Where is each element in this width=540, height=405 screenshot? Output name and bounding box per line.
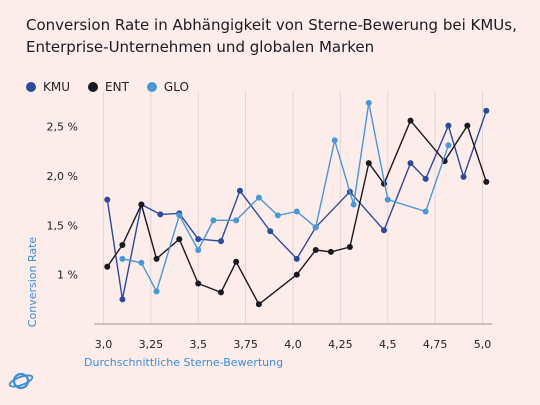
data-point-kmu xyxy=(217,238,224,245)
data-point-kmu xyxy=(157,211,164,218)
brand-logo-icon xyxy=(8,368,34,398)
data-point-ent xyxy=(312,246,319,253)
x-tick-label: 3,0 xyxy=(95,338,113,351)
data-point-ent xyxy=(217,289,224,296)
legend-item-ent: ENT xyxy=(88,80,129,94)
data-point-glo xyxy=(176,212,183,219)
data-point-glo xyxy=(422,208,429,215)
data-point-glo xyxy=(293,208,300,215)
data-point-ent xyxy=(327,248,334,255)
legend-item-glo: GLO xyxy=(146,80,189,94)
x-tick-label: 3,75 xyxy=(233,338,258,351)
data-point-kmu xyxy=(407,160,414,167)
data-point-ent xyxy=(176,236,183,243)
data-point-glo xyxy=(255,194,262,201)
x-tick-label: 4,25 xyxy=(328,338,353,351)
data-point-kmu xyxy=(104,196,111,203)
x-tick-label: 4,0 xyxy=(284,338,302,351)
data-point-ent xyxy=(104,263,111,270)
legend-marker-glo xyxy=(146,82,157,92)
data-point-glo xyxy=(365,99,372,106)
legend-item-kmu: KMU xyxy=(26,80,70,94)
data-point-ent xyxy=(195,280,202,287)
legend-label-ent: ENT xyxy=(105,80,129,94)
data-point-glo xyxy=(195,246,202,253)
data-point-kmu xyxy=(460,173,467,180)
chart-title: Conversion Rate in Abhängigkeit von Ster… xyxy=(26,16,517,56)
data-point-ent xyxy=(119,242,126,249)
data-point-glo xyxy=(210,217,217,224)
data-point-kmu xyxy=(445,122,452,129)
data-point-kmu xyxy=(380,227,387,234)
legend-label-glo: GLO xyxy=(163,80,189,94)
data-point-glo xyxy=(445,142,452,149)
y-tick-label: 2,0 % xyxy=(47,170,78,183)
legend: KMU ENT GLO xyxy=(26,80,207,94)
data-point-ent xyxy=(255,301,262,308)
data-point-ent xyxy=(293,271,300,278)
data-point-glo xyxy=(119,255,126,262)
x-tick-label: 4,75 xyxy=(423,338,448,351)
y-tick-label: 1 % xyxy=(57,269,78,282)
legend-label-kmu: KMU xyxy=(43,80,71,94)
x-tick-label: 3,25 xyxy=(139,338,164,351)
y-axis-title: Conversion Rate xyxy=(26,237,39,328)
x-tick-label: 4,5 xyxy=(379,338,397,351)
x-tick-label: 3,5 xyxy=(189,338,207,351)
data-point-kmu xyxy=(195,236,202,243)
data-point-kmu xyxy=(236,187,243,194)
legend-marker-kmu xyxy=(26,82,36,92)
data-point-kmu xyxy=(119,296,126,303)
data-point-ent xyxy=(365,160,372,167)
x-axis-title: Durchschnittliche Sterne-Bewertung xyxy=(84,356,283,369)
data-point-kmu xyxy=(267,228,274,235)
data-point-glo xyxy=(274,212,281,219)
data-point-glo xyxy=(233,217,240,224)
y-tick-label: 1,5 % xyxy=(47,219,78,232)
series-line-glo xyxy=(122,102,450,293)
data-point-kmu xyxy=(293,255,300,262)
data-point-kmu xyxy=(422,175,429,182)
data-point-ent xyxy=(464,122,471,129)
legend-marker-ent xyxy=(88,82,99,92)
data-point-ent xyxy=(153,255,160,262)
y-tick-label: 2,5 % xyxy=(47,121,78,134)
series-line-kmu xyxy=(106,110,487,300)
data-point-ent xyxy=(138,201,145,208)
data-point-glo xyxy=(138,259,145,266)
data-point-glo xyxy=(153,288,160,295)
data-point-ent xyxy=(407,117,414,124)
data-point-glo xyxy=(350,201,357,208)
x-tick-label: 5,0 xyxy=(474,338,492,351)
data-point-ent xyxy=(233,258,240,265)
data-point-ent xyxy=(346,243,353,250)
data-point-glo xyxy=(312,224,319,231)
data-point-ent xyxy=(483,178,490,185)
data-point-glo xyxy=(384,196,391,203)
data-point-glo xyxy=(331,137,338,144)
data-point-kmu xyxy=(483,107,490,114)
